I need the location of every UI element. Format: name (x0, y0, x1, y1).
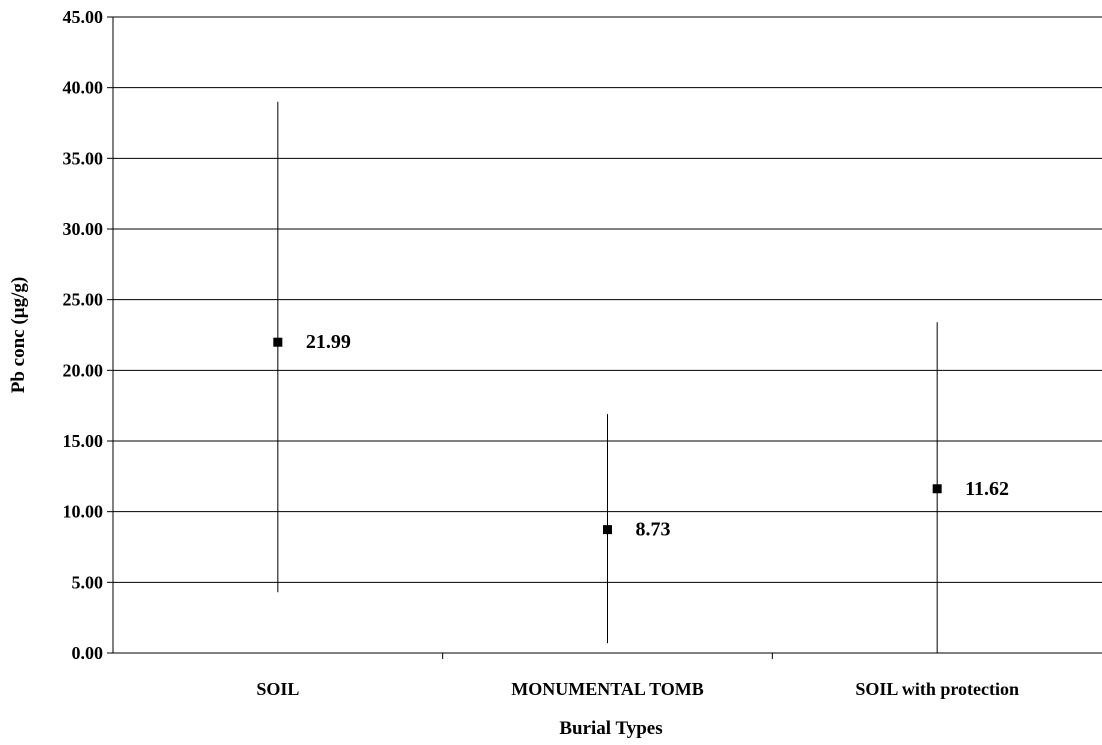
y-tick-label: 45.00 (63, 7, 104, 27)
data-point-marker (932, 484, 942, 494)
data-label: 21.99 (306, 331, 351, 353)
y-tick-label: 0.00 (72, 643, 104, 663)
x-category-label: SOIL with protection (855, 679, 1019, 699)
y-tick-label: 20.00 (63, 360, 104, 380)
data-label: 11.62 (965, 478, 1009, 500)
data-point-marker (603, 525, 612, 535)
y-tick-label: 15.00 (63, 431, 104, 451)
data-points (273, 337, 942, 535)
axes (107, 16, 1102, 659)
y-tick-label: 10.00 (63, 502, 104, 522)
y-tick-label: 30.00 (63, 219, 104, 239)
x-category-label: SOIL (256, 679, 299, 699)
y-tick-label: 5.00 (72, 572, 104, 592)
data-point-marker (273, 337, 283, 347)
data-label: 8.73 (636, 519, 671, 541)
data-labels: 21.99 8.73 11.62 (306, 331, 1009, 540)
x-axis-title: Burial Types (559, 718, 662, 739)
error-bars (277, 101, 938, 653)
y-axis-title: Pb conc (µg/g) (8, 277, 29, 394)
y-tick-label: 40.00 (63, 78, 104, 98)
y-tick-label: 35.00 (63, 148, 104, 168)
y-tick-label: 25.00 (63, 290, 104, 310)
x-category-label: MONUMENTAL TOMB (511, 679, 704, 699)
x-category-labels: SOIL MONUMENTAL TOMB SOIL with protection (256, 679, 1019, 699)
y-tick-labels: 0.00 5.00 10.00 15.00 20.00 25.00 30.00 35.00 40… (63, 7, 104, 663)
